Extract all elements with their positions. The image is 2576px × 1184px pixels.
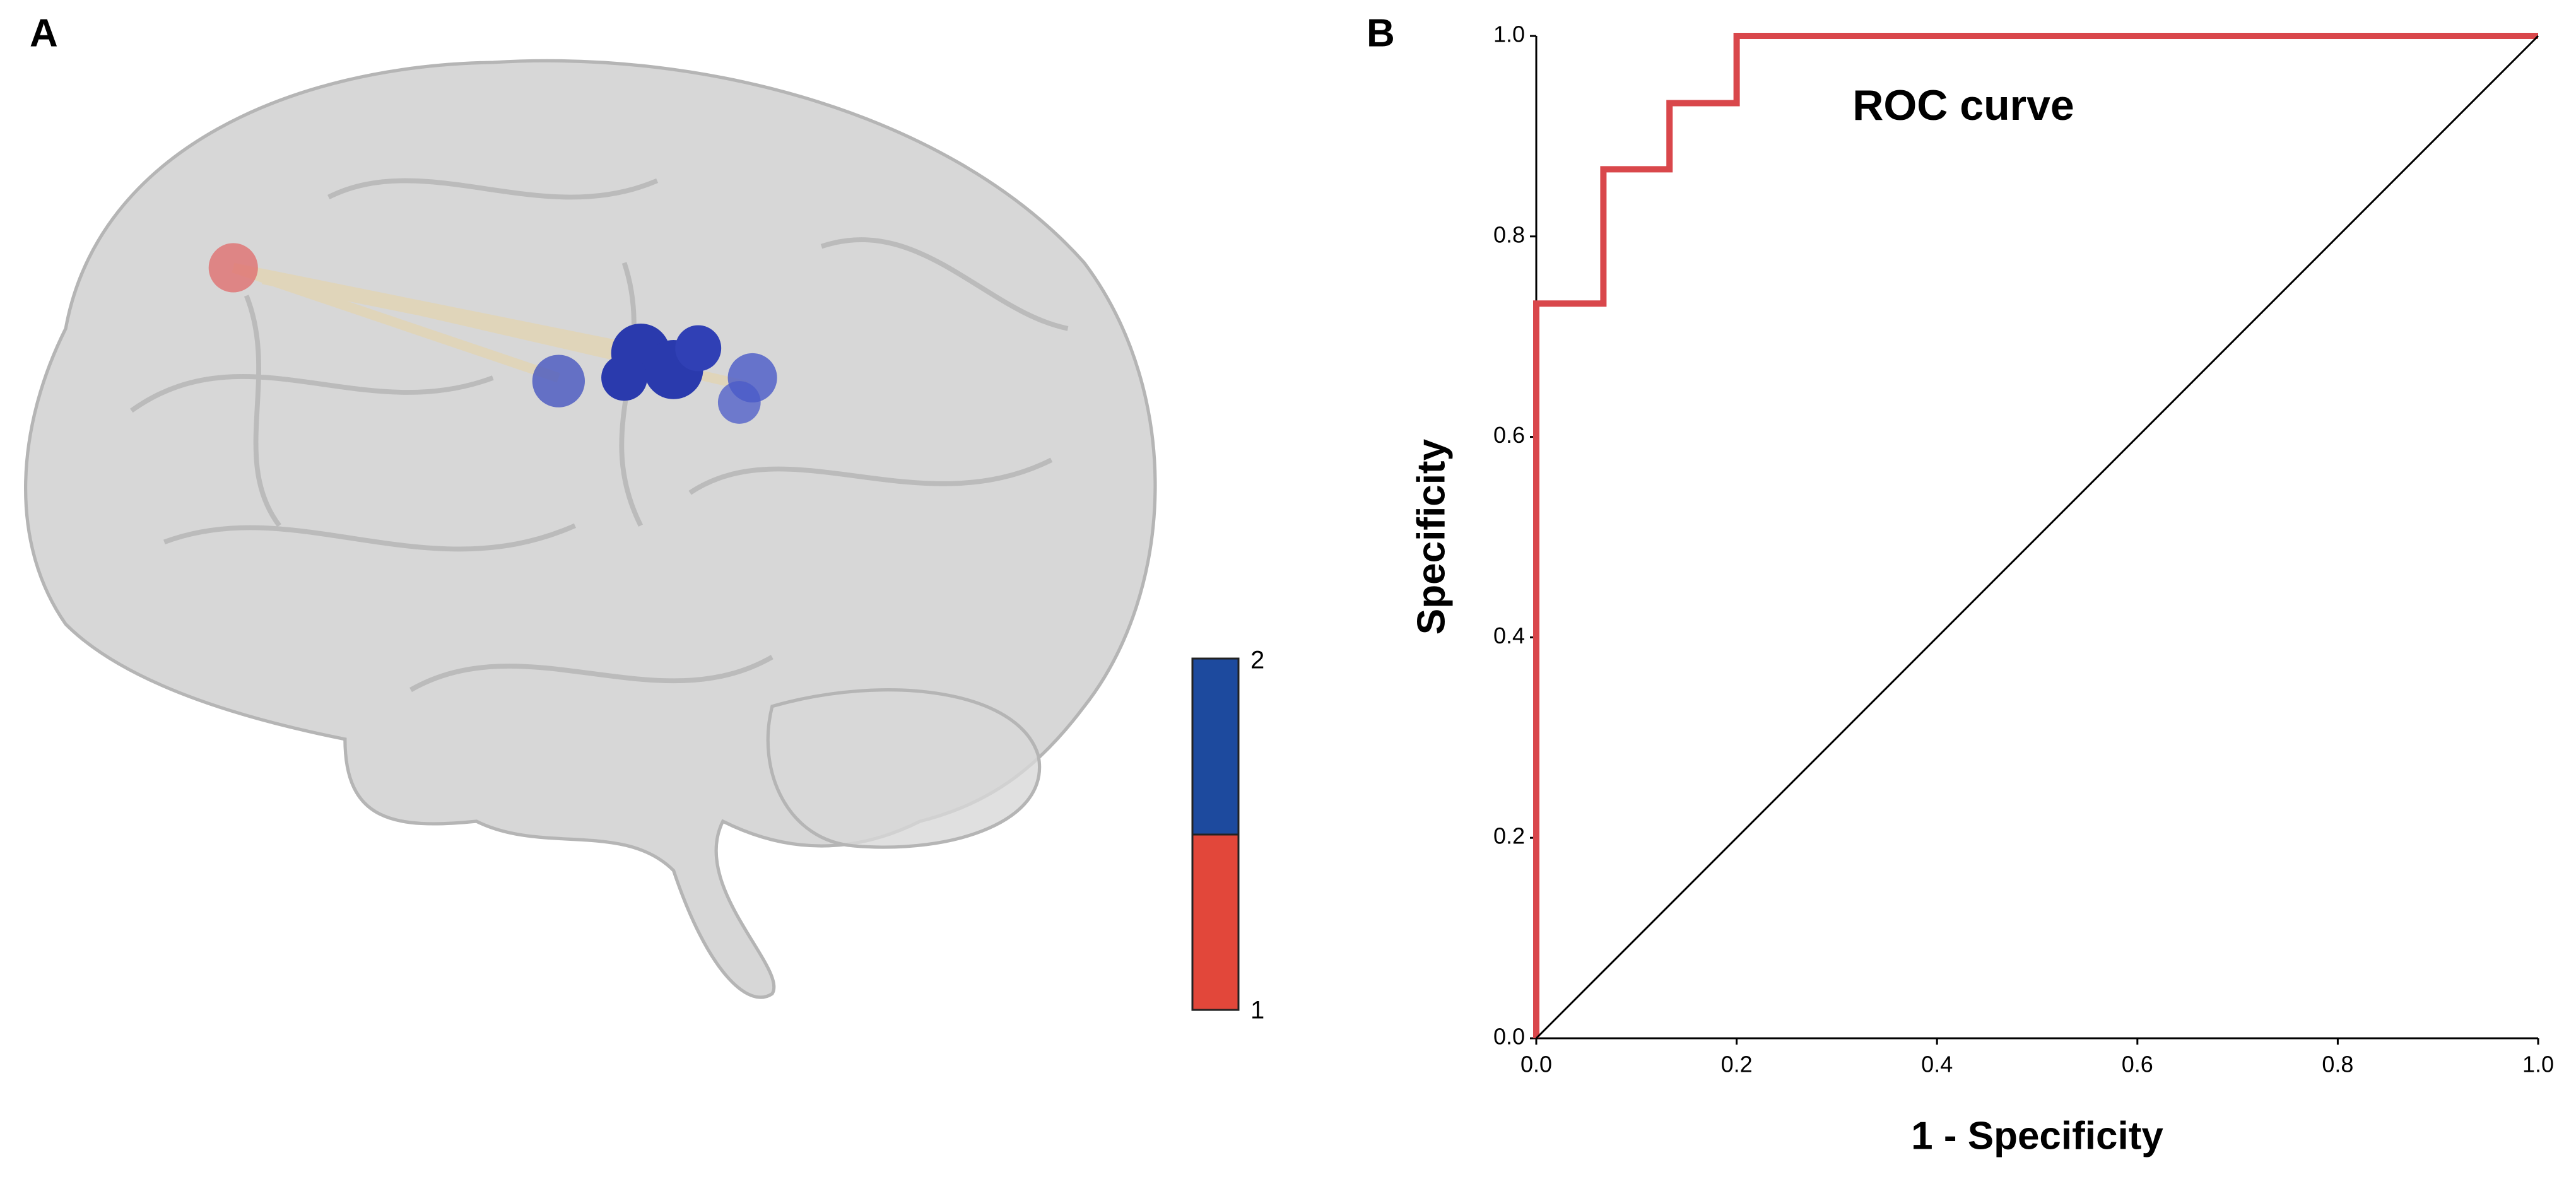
connections xyxy=(232,262,749,391)
x-tick-label: 0.6 xyxy=(2122,1052,2153,1077)
panel-label: A xyxy=(30,11,58,55)
colorbar-segment xyxy=(1191,833,1240,1011)
y-tick-label: 0.2 xyxy=(1493,823,1525,849)
blue-node xyxy=(601,355,647,401)
series-line xyxy=(1535,35,2539,1040)
annotation: ROC curve xyxy=(1852,81,2074,129)
y-tick-label: 0.6 xyxy=(1493,422,1525,448)
y-tick-label: 0.8 xyxy=(1493,221,1525,247)
blue-node xyxy=(717,381,761,424)
x-tick-label: 0.8 xyxy=(2322,1052,2353,1077)
brain xyxy=(23,59,1157,999)
x-tick-label: 1.0 xyxy=(2522,1052,2554,1077)
colorbar-segment xyxy=(1191,657,1240,836)
brain-outline xyxy=(23,59,1157,999)
y-tick-label: 0.0 xyxy=(1493,1024,1525,1050)
blue-node xyxy=(675,325,722,372)
x-tick-label: 0.2 xyxy=(1721,1052,1753,1077)
colorbar-label: 2 xyxy=(1250,647,1264,674)
x-axis-title: 1 - Specificity xyxy=(1911,1114,2163,1158)
red-node xyxy=(208,243,258,293)
cerebellum xyxy=(766,688,1042,849)
y-axis-title: Specificity xyxy=(1409,438,1453,635)
blue-node xyxy=(532,355,585,407)
x-tick-label: 0.0 xyxy=(1520,1052,1552,1077)
series-line xyxy=(1533,33,2538,1038)
y-tick-label: 0.4 xyxy=(1493,623,1525,648)
brain-folds xyxy=(130,178,1069,693)
y-tick-label: 1.0 xyxy=(1493,21,1525,47)
colorbar-label: 1 xyxy=(1250,997,1264,1024)
x-tick-label: 0.4 xyxy=(1921,1052,1953,1077)
panel-label: B xyxy=(1367,11,1395,55)
